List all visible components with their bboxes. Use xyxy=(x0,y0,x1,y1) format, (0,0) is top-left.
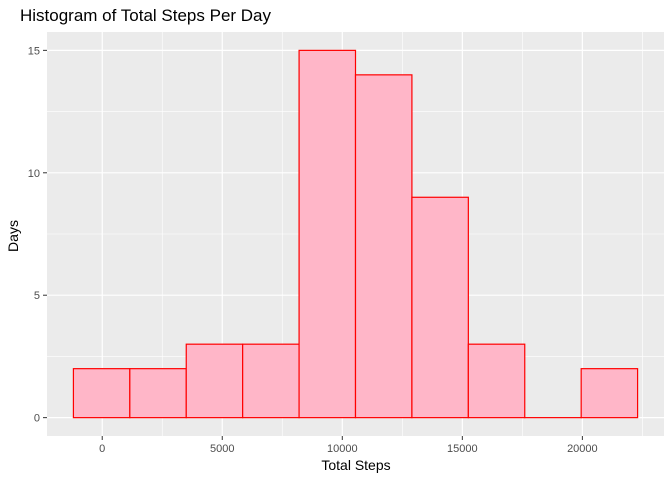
histogram-bar-0 xyxy=(72,368,131,419)
chart-title: Histogram of Total Steps Per Day xyxy=(20,6,272,25)
histogram-bar-9 xyxy=(580,368,639,419)
y-tick-label: 10 xyxy=(28,168,40,180)
x-axis-title: Total Steps xyxy=(321,457,390,473)
histogram-bars xyxy=(72,49,639,419)
x-tick-label: 0 xyxy=(99,443,105,455)
x-tick-label: 15000 xyxy=(447,443,478,455)
x-tick-label: 5000 xyxy=(210,443,234,455)
histogram-bar-7 xyxy=(467,343,526,419)
y-tick-label: 5 xyxy=(34,290,40,302)
y-axis: 0 5 10 15 xyxy=(28,45,47,425)
histogram-bar-2 xyxy=(185,343,244,419)
y-axis-title: Days xyxy=(5,220,21,252)
y-tick-label: 0 xyxy=(34,413,40,425)
x-axis: 0 5000 10000 15000 20000 xyxy=(99,436,598,455)
histogram-bar-3 xyxy=(242,343,300,419)
y-tick-label: 15 xyxy=(28,45,40,57)
x-tick-label: 20000 xyxy=(567,443,598,455)
x-tick-label: 10000 xyxy=(327,443,358,455)
histogram-bar-6 xyxy=(411,196,469,419)
histogram-bar-5 xyxy=(354,74,413,419)
histogram-bar-4 xyxy=(298,49,357,419)
histogram-bar-1 xyxy=(129,368,187,419)
